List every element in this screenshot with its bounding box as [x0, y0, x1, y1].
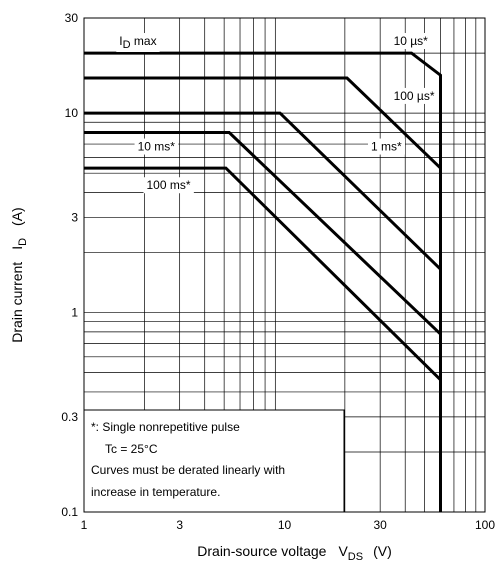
x-tick-label: 3	[176, 518, 183, 532]
x-axis-title-sub: DS	[348, 551, 363, 563]
tick-labels: 1 3 10 30 100 0.1 0.3 1 3 10 30	[61, 11, 495, 532]
soa-curve-3	[84, 111, 442, 271]
curve-label-ms100: 100 ms*	[143, 177, 194, 194]
curve-label-ms10: 10 ms*	[134, 138, 179, 155]
curve-label-text: 10 µs*	[394, 34, 429, 48]
x-axis-title-main: Drain-source voltage	[197, 543, 326, 559]
curve-label-text: 1 ms*	[371, 140, 402, 154]
y-tick-label: 0.3	[61, 410, 78, 424]
curve-label-bg	[390, 33, 432, 50]
note-box: *: Single nonrepetitive pulse Tc = 25°C …	[83, 409, 345, 513]
y-axis-title-unit: (A)	[9, 207, 25, 226]
curve-label-us10: 10 µs*	[390, 33, 432, 50]
curve-label-text: ID max	[119, 34, 156, 51]
note-line-4: increase in temperature.	[91, 485, 220, 499]
curve-label-id_max: ID max	[116, 33, 160, 53]
note-line-2: Tc = 25°C	[105, 442, 158, 456]
y-axis-title-sym: I	[9, 246, 25, 250]
x-axis-title-sym: V	[338, 543, 348, 559]
note-line-1: *: Single nonrepetitive pulse	[91, 420, 240, 434]
y-tick-label: 0.1	[61, 505, 78, 519]
x-axis-title: Drain-source voltage VDS (V)	[197, 543, 391, 563]
curve-label-bg	[143, 177, 194, 194]
x-tick-label: 10	[278, 518, 292, 532]
x-tick-label: 100	[475, 518, 495, 532]
y-axis-title-main: Drain current	[9, 262, 25, 343]
curve-label-bg	[116, 33, 160, 53]
curve-label-text: 100 µs*	[394, 89, 435, 103]
curve-label-bg	[134, 138, 179, 155]
curve-label-bg	[367, 138, 405, 155]
curve-label-text: 10 ms*	[138, 140, 176, 154]
soa-curve-5	[84, 166, 442, 381]
y-tick-label: 30	[65, 11, 79, 25]
x-tick-label: 1	[81, 518, 88, 532]
curve-label-text: 100 ms*	[147, 178, 191, 192]
y-tick-label: 3	[71, 210, 78, 224]
x-tick-label: 30	[373, 518, 387, 532]
y-tick-label: 1	[71, 306, 78, 320]
soa-curve-1	[84, 51, 442, 512]
soa-curve-4	[84, 131, 442, 336]
curve-label-us100: 100 µs*	[390, 87, 438, 104]
x-axis-title-unit: (V)	[373, 543, 392, 559]
y-axis-title: Drain current ID (A)	[9, 207, 29, 342]
curve-label-bg	[390, 87, 438, 104]
y-tick-label: 10	[65, 106, 79, 120]
soa-curve-2	[84, 76, 442, 170]
curve-label-ms1: 1 ms*	[367, 138, 405, 155]
curve-labels: ID max 10 µs* 100 µs* 1 ms* 10 ms* 100 ms*	[116, 33, 438, 194]
soa-curves	[84, 51, 442, 512]
y-axis-title-sub: D	[17, 238, 29, 246]
note-line-3: Curves must be derated linearly with	[91, 463, 285, 477]
